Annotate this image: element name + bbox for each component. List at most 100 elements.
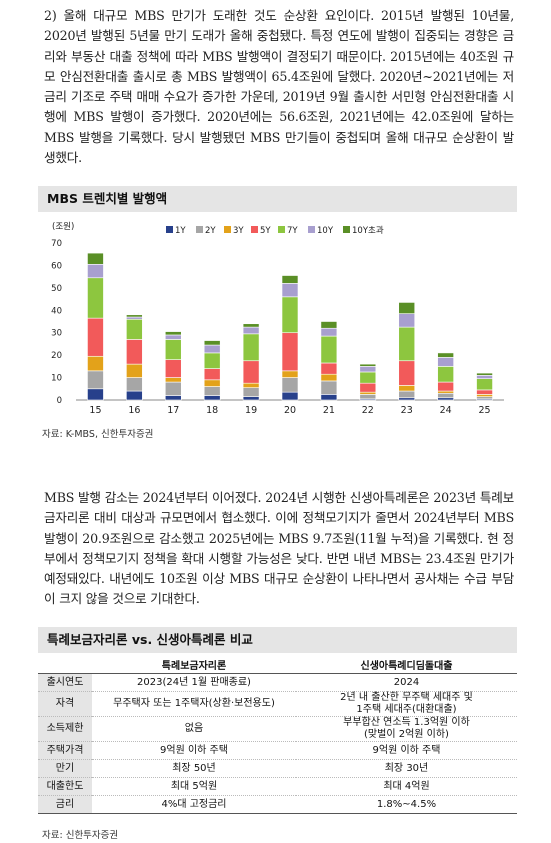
table-row: 주택가격 9억원 이하 주택 9억원 이하 주택 — [38, 741, 517, 760]
bar-segment — [203, 340, 221, 346]
x-tick-label: 15 — [89, 405, 101, 416]
bar-segment — [164, 331, 182, 336]
y-tick-label: 70 — [51, 239, 62, 249]
legend-swatch — [196, 226, 203, 233]
bar-segment — [87, 388, 104, 401]
bar-segment — [126, 318, 143, 340]
table-cell: 부부합산 연소득 1.3억원 이하 (맞벌이 2억원 이하) — [296, 716, 517, 742]
table-cell: 4%대 고정금리 — [92, 795, 296, 814]
bar-segment — [87, 277, 104, 319]
bar-segment — [281, 377, 299, 393]
bar-segment — [203, 379, 221, 387]
x-tick-label: 16 — [128, 405, 140, 416]
table-section-title: 특례보금자리론 vs. 신생아특례론 비교 — [38, 627, 517, 653]
chart-unit-label: (조원) — [52, 222, 74, 232]
bar-segment — [320, 362, 338, 375]
row-header-cell: 금리 — [38, 795, 92, 814]
bar-segment — [359, 366, 377, 373]
bar-segment — [476, 389, 493, 395]
chart-section-title: MBS 트렌치별 발행액 — [38, 186, 517, 212]
legend-label: 3Y — [233, 226, 244, 236]
x-tick-label: 20 — [284, 405, 296, 416]
intro-paragraph: 2) 올해 대규모 MBS 만기가 도래한 것도 순상환 요인이다. 2015년… — [44, 8, 514, 166]
bar-segment — [87, 370, 104, 390]
row-header-cell: 대출한도 — [38, 777, 92, 796]
bar-segment — [320, 394, 338, 401]
table-cell: 9억원 이하 주택 — [296, 741, 517, 760]
header-newborn-loan: 신생아특례디딤돌대출 — [296, 655, 517, 674]
table-source: 자료: 신한투자증권 — [42, 830, 119, 841]
bar-segment — [359, 371, 377, 384]
row-header-cell: 소득제한 — [38, 716, 92, 742]
table-row: 소득제한 없음 부부합산 연소득 1.3억원 이하 (맞벌이 2억원 이하) — [38, 716, 517, 742]
bar-segment — [242, 396, 260, 401]
bar-segment — [320, 327, 338, 337]
legend-label: 10Y초과 — [352, 226, 384, 236]
legend-label: 1Y — [175, 226, 186, 236]
legend-label: 7Y — [287, 226, 298, 236]
x-tick-label: 19 — [245, 405, 257, 416]
bar-segment — [476, 396, 493, 400]
row-header-cell: 자격 — [38, 691, 92, 717]
header-blank — [38, 655, 92, 674]
bar-segment — [126, 339, 143, 365]
bar-segment — [398, 397, 416, 401]
bar-segment — [398, 326, 416, 362]
table-cell: 1.8%~4.5% — [296, 795, 517, 814]
x-tick-label: 21 — [323, 405, 335, 416]
bar-segment — [126, 314, 143, 318]
bar-segment — [398, 360, 416, 386]
bar-segment — [164, 381, 182, 396]
bar-segment — [437, 381, 454, 392]
bar-segment — [320, 380, 338, 395]
bar-segment — [242, 333, 260, 362]
bar-segment — [398, 390, 416, 399]
table-cell: 2년 내 출산한 무주택 세대주 및 1주택 세대주(대환대출) — [296, 691, 517, 717]
bar-segment — [359, 391, 377, 395]
bar-segment — [164, 359, 182, 378]
table-row: 만기 최장 50년 최장 30년 — [38, 759, 517, 778]
bar-segment — [126, 316, 143, 320]
y-tick-label: 20 — [51, 351, 62, 361]
legend-label: 5Y — [260, 226, 271, 236]
bar-segment — [281, 391, 299, 401]
bar-segment — [203, 352, 221, 369]
bar-segment — [203, 344, 221, 354]
y-tick-label: 40 — [51, 306, 62, 316]
legend-label: 2Y — [205, 226, 216, 236]
bar-segment — [437, 366, 454, 383]
bar-segment — [87, 317, 104, 357]
x-tick-label: 25 — [478, 405, 490, 416]
y-tick-label: 0 — [57, 396, 62, 406]
bar-segment — [437, 390, 454, 394]
second-paragraph: MBS 발행 감소는 2024년부터 이어졌다. 2024년 시행한 신생아특례… — [44, 490, 514, 607]
y-tick-label: 10 — [51, 374, 62, 384]
bar-segment — [242, 360, 260, 384]
x-tick-label: 18 — [206, 405, 218, 416]
bar-segment — [437, 392, 454, 399]
bar-segment — [437, 352, 454, 358]
y-tick-label: 30 — [51, 329, 62, 339]
bar-segment — [87, 264, 104, 279]
y-tick-label: 50 — [51, 284, 62, 294]
bar-segment — [281, 370, 299, 378]
legend-swatch — [166, 226, 173, 233]
bar-segment — [437, 357, 454, 367]
bar-segment — [203, 368, 221, 381]
table-cell: 최대 5억원 — [92, 777, 296, 796]
table-cell: 9억원 이하 주택 — [92, 741, 296, 760]
bar-segment — [242, 382, 260, 388]
x-tick-label: 22 — [362, 405, 374, 416]
bar-segment — [164, 377, 182, 383]
row-header-cell: 만기 — [38, 759, 92, 778]
bar-segment — [320, 335, 338, 364]
x-tick-label: 24 — [440, 405, 452, 416]
bar-segment — [242, 326, 260, 335]
table-cell: 최장 50년 — [92, 759, 296, 778]
bar-segment — [164, 334, 182, 340]
chart-source: 자료: K-MBS, 신한투자증권 — [42, 429, 154, 440]
bar-segment — [476, 375, 493, 379]
table-cell: 무주택자 또는 1주택자(상환·보전용도) — [92, 691, 296, 717]
row-header-cell: 주택가격 — [38, 741, 92, 760]
bar-segment — [242, 387, 260, 397]
